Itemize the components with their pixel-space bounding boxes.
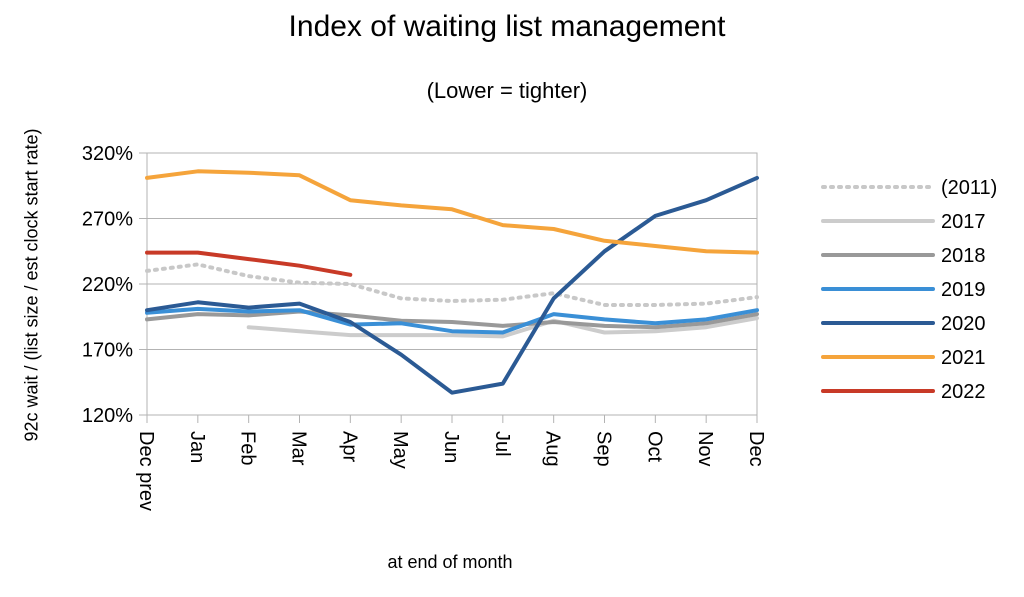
x-tick-label: Aug: [542, 431, 564, 467]
series-line-2020: [145, 175, 759, 395]
y-tick-label: 220%: [82, 274, 133, 296]
x-axis-label: at end of month: [387, 552, 513, 572]
y-tick-label: 270%: [82, 209, 133, 231]
series-line-2011: [145, 262, 759, 307]
x-tick-label: Nov: [694, 431, 716, 467]
y-tick-label: 320%: [82, 143, 133, 165]
series-line-2021: [145, 169, 759, 255]
chart-subtitle: (Lower = tighter): [426, 78, 588, 103]
x-tick-label: Dec prev: [135, 431, 157, 511]
y-tick-label: 120%: [82, 405, 133, 427]
legend-entry: (2011): [941, 177, 997, 199]
chart-title: Index of waiting list management: [288, 10, 726, 43]
x-tick-label: Jul: [491, 431, 513, 457]
x-tick-label: Feb: [237, 431, 259, 465]
x-tick-label: Jun: [440, 431, 462, 463]
x-tick-label: Apr: [338, 431, 360, 462]
series-line-2019: [145, 306, 759, 335]
x-tick-label: Mar: [288, 431, 310, 466]
series-line-2018: [145, 309, 759, 330]
legend-entry: 2017: [941, 211, 986, 233]
legend-entry: 2022: [941, 381, 986, 403]
x-tick-label: Jan: [186, 431, 208, 463]
x-tick-label: Dec: [745, 431, 767, 467]
legend-entry: 2020: [941, 313, 986, 335]
y-tick-label: 170%: [82, 340, 133, 362]
legend-entry: 2019: [941, 279, 986, 301]
x-tick-label: Oct: [643, 431, 665, 463]
legend-entry: 2021: [941, 347, 986, 369]
x-tick-label: May: [389, 431, 411, 469]
series-line-2017: [246, 316, 759, 339]
x-tick-label: Sep: [593, 431, 615, 467]
series-line-2022: [145, 250, 353, 277]
legend-entry: 2018: [941, 245, 986, 267]
